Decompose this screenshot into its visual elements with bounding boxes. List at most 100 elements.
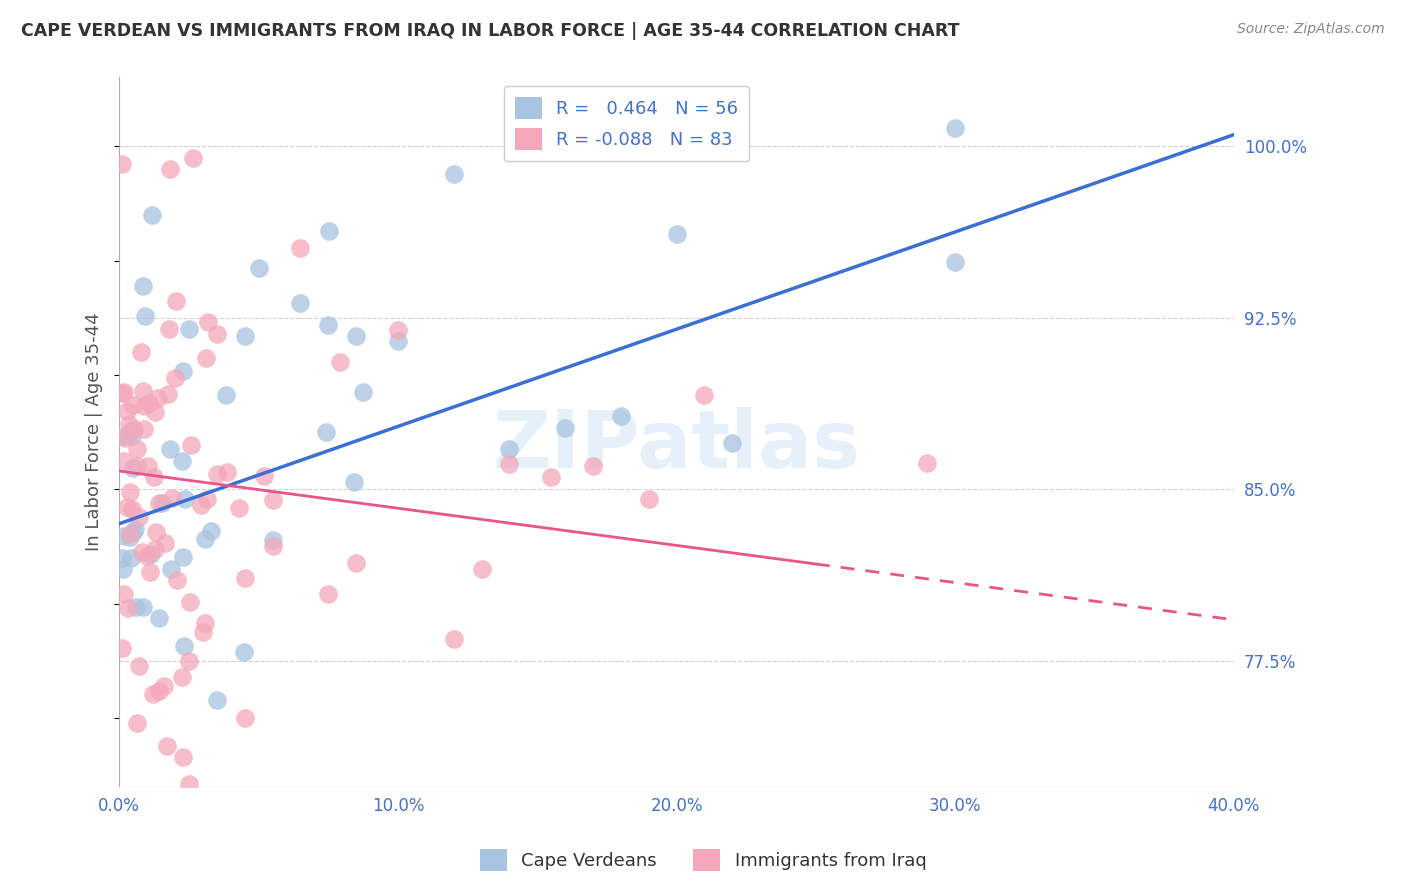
Point [197, 315, 219, 329]
Point [233, 711, 256, 725]
Point [172, 549, 194, 564]
Point [159, 161, 181, 176]
Point [129, 344, 152, 359]
Point [177, 654, 200, 668]
Point [232, 645, 254, 659]
Point [470, 562, 492, 576]
Point [343, 475, 366, 489]
Point [262, 492, 284, 507]
Point [205, 467, 228, 481]
Point [610, 409, 633, 424]
Point [943, 120, 966, 135]
Point [160, 562, 183, 576]
Point [170, 454, 193, 468]
Point [172, 364, 194, 378]
Point [262, 539, 284, 553]
Point [156, 386, 179, 401]
Point [156, 739, 179, 753]
Point [498, 457, 520, 471]
Point [693, 388, 716, 402]
Point [172, 670, 194, 684]
Point [195, 491, 218, 506]
Point [215, 388, 238, 402]
Point [233, 328, 256, 343]
Point [142, 687, 165, 701]
Point [111, 157, 134, 171]
Point [122, 422, 145, 436]
Point [112, 454, 135, 468]
Point [153, 679, 176, 693]
Point [155, 536, 177, 550]
Point [120, 485, 142, 500]
Point [111, 551, 134, 566]
Point [194, 532, 217, 546]
Point [117, 601, 139, 615]
Point [148, 611, 170, 625]
Point [166, 573, 188, 587]
Point [943, 254, 966, 268]
Point [344, 329, 367, 343]
Point [132, 422, 155, 436]
Point [179, 595, 201, 609]
Point [120, 551, 142, 566]
Point [111, 641, 134, 656]
Point [217, 465, 239, 479]
Point [127, 459, 149, 474]
Point [637, 492, 659, 507]
Point [177, 321, 200, 335]
Point [205, 693, 228, 707]
Y-axis label: In Labor Force | Age 35-44: In Labor Force | Age 35-44 [86, 313, 103, 551]
Point [190, 499, 212, 513]
Point [145, 524, 167, 539]
Point [111, 385, 134, 400]
Point [917, 456, 939, 470]
Point [582, 459, 605, 474]
Point [134, 309, 156, 323]
Point [387, 334, 409, 348]
Point [132, 384, 155, 398]
Point [318, 224, 340, 238]
Point [247, 260, 270, 275]
Point [181, 151, 204, 165]
Point [352, 384, 374, 399]
Point [125, 442, 148, 456]
Point [120, 424, 142, 438]
Point [142, 469, 165, 483]
Point [540, 469, 562, 483]
Point [290, 296, 312, 310]
Point [344, 556, 367, 570]
Text: ZIPatlas: ZIPatlas [492, 408, 860, 485]
Point [387, 322, 409, 336]
Point [128, 659, 150, 673]
Point [120, 527, 142, 541]
Point [443, 167, 465, 181]
Legend: Cape Verdeans, Immigrants from Iraq: Cape Verdeans, Immigrants from Iraq [472, 842, 934, 879]
Point [315, 425, 337, 439]
Point [122, 524, 145, 539]
Point [128, 510, 150, 524]
Point [163, 371, 186, 385]
Point [193, 624, 215, 639]
Point [443, 632, 465, 647]
Point [316, 587, 339, 601]
Point [139, 547, 162, 561]
Point [329, 355, 352, 369]
Point [205, 327, 228, 342]
Text: CAPE VERDEAN VS IMMIGRANTS FROM IRAQ IN LABOR FORCE | AGE 35-44 CORRELATION CHAR: CAPE VERDEAN VS IMMIGRANTS FROM IRAQ IN … [21, 22, 959, 40]
Point [132, 278, 155, 293]
Point [228, 501, 250, 516]
Point [122, 461, 145, 475]
Point [145, 542, 167, 557]
Point [121, 502, 143, 516]
Point [262, 533, 284, 547]
Point [124, 522, 146, 536]
Point [114, 431, 136, 445]
Point [173, 639, 195, 653]
Point [122, 398, 145, 412]
Point [118, 530, 141, 544]
Point [141, 208, 163, 222]
Point [157, 322, 180, 336]
Point [200, 524, 222, 538]
Point [290, 242, 312, 256]
Point [112, 385, 135, 400]
